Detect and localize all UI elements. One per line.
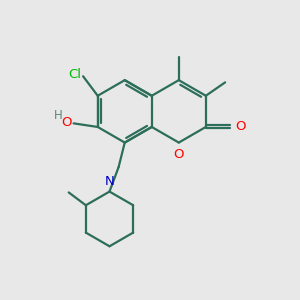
Text: Cl: Cl bbox=[69, 68, 82, 81]
Text: N: N bbox=[105, 175, 114, 188]
Text: O: O bbox=[236, 121, 246, 134]
Text: H: H bbox=[54, 109, 62, 122]
Text: O: O bbox=[61, 116, 72, 129]
Text: O: O bbox=[173, 148, 184, 161]
